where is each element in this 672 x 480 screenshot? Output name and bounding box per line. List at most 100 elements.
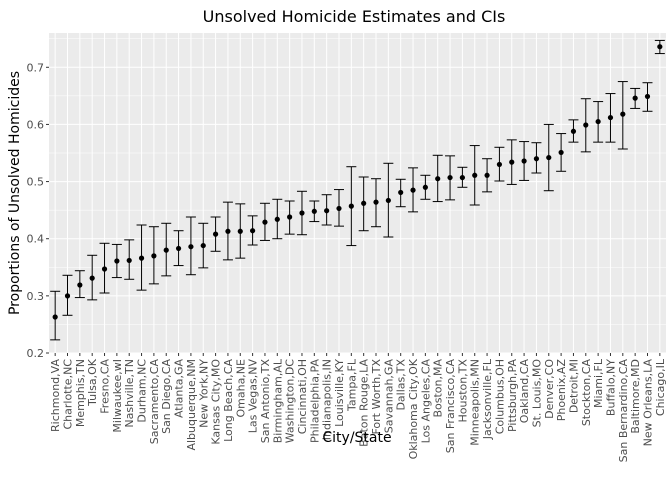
estimate-point — [385, 197, 391, 204]
y-tick-label: 0.7 — [27, 61, 45, 74]
x-tick-label: San Diego,CA — [160, 359, 173, 434]
estimate-point — [324, 208, 330, 214]
x-tick-label: Las Vegas,NV — [247, 359, 260, 434]
estimate-point — [287, 214, 293, 220]
estimate-point — [509, 159, 515, 165]
estimate-point — [398, 189, 404, 196]
x-tick-label: San Antonio,TX — [259, 359, 272, 444]
y-tick-label: 0.5 — [27, 176, 45, 189]
x-tick-label: Houston,TX — [456, 359, 469, 423]
x-tick-label: Richmond,VA — [49, 359, 62, 432]
estimate-point — [632, 95, 638, 101]
y-tick-label: 0.3 — [27, 290, 45, 303]
estimate-point — [410, 187, 416, 193]
x-tick-label: Denver,CO — [543, 359, 556, 419]
x-tick-label: Atlanta,GA — [173, 359, 186, 418]
x-tick-label: Washington,DC — [284, 359, 297, 444]
estimate-point — [546, 154, 552, 161]
estimate-point — [89, 275, 95, 281]
estimate-point — [348, 203, 354, 209]
x-tick-label: Oklahoma City,OK — [407, 358, 420, 459]
estimate-point — [188, 244, 194, 250]
x-tick-label: Jacksonville,FL — [481, 358, 494, 440]
plot-panel — [49, 33, 666, 353]
x-tick-label: Stockton,CA — [580, 359, 593, 427]
x-axis: Richmond,VA Charlotte,NC Memphis,TN Tulsa,O… — [49, 353, 667, 462]
x-tick-label: Pittsburgh,PA — [506, 359, 519, 432]
major-gridlines — [49, 33, 666, 354]
x-tick-label: Sacramento,CA — [148, 359, 161, 445]
estimate-point — [237, 228, 243, 234]
x-tick-label: Tampa,FL — [345, 358, 358, 412]
estimate-point — [336, 205, 342, 212]
x-tick-label: Baton Rouge,LA — [358, 359, 371, 447]
x-tick-label: Baltimore,MD — [629, 359, 642, 434]
x-tick-label: Long Beach,CA — [222, 359, 235, 442]
y-axis: 0.2 0.3 0.4 0.5 0.6 0.7 — [27, 61, 49, 360]
estimate-point — [114, 258, 120, 264]
estimate-point — [447, 174, 453, 181]
x-tick-label: Memphis,TN — [74, 359, 87, 427]
x-tick-label: Durham,NC — [136, 359, 149, 423]
x-tick-label: New York,NY — [197, 359, 210, 428]
y-tick-label: 0.2 — [27, 347, 45, 360]
estimate-point — [607, 114, 614, 121]
x-tick-label: Fresno,CA — [99, 359, 112, 414]
x-tick-label: Miami,FL — [592, 358, 605, 408]
y-tick-label: 0.6 — [27, 118, 45, 131]
x-tick-label: Columbus,OH — [493, 359, 506, 434]
x-tick-label: New Orleans,LA — [641, 359, 654, 447]
estimate-points — [52, 44, 663, 320]
estimate-point — [620, 111, 626, 117]
chart-title: Unsolved Homicide Estimates and CIs — [203, 7, 506, 26]
estimate-point — [361, 200, 367, 206]
estimate-point — [583, 122, 589, 128]
x-tick-label: Charlotte,NC — [62, 359, 75, 430]
estimate-point — [151, 253, 157, 259]
estimate-point — [533, 156, 540, 162]
x-tick-label: Omaha,NE — [234, 359, 247, 418]
x-tick-label: Birmingham,AL — [271, 358, 284, 443]
estimate-point — [77, 282, 83, 288]
y-tick-label: 0.4 — [27, 233, 45, 246]
x-axis-title: City/State — [322, 430, 391, 446]
x-tick-label: Savannah,GA — [382, 359, 395, 434]
estimate-point — [373, 199, 379, 205]
x-tick-label: Albuquerque,NM — [185, 359, 198, 451]
estimate-point — [212, 231, 219, 237]
x-tick-label: Chicago,IL — [654, 358, 667, 416]
estimate-point — [644, 93, 651, 100]
estimate-point — [52, 314, 58, 320]
estimate-point — [274, 216, 280, 222]
x-tick-label: Cincinnati,OH — [296, 359, 309, 434]
estimate-point — [163, 247, 169, 253]
estimate-point — [472, 172, 478, 178]
estimate-point — [521, 158, 527, 164]
estimate-point — [262, 219, 268, 225]
x-tick-label: Oakland,CA — [518, 359, 531, 424]
estimate-point — [138, 255, 145, 261]
x-tick-label: Kansas City,MO — [210, 359, 223, 445]
x-tick-label: Dallas,TX — [395, 359, 408, 411]
y-axis-title: Proportions of Unsolved Homicides — [7, 71, 23, 315]
x-tick-label: St. Louis,MO — [530, 359, 543, 428]
estimate-point — [299, 210, 305, 216]
estimate-point — [558, 149, 564, 156]
x-tick-label: Louisville,KY — [333, 359, 346, 427]
estimate-point — [101, 266, 108, 272]
estimate-point — [657, 44, 663, 50]
estimate-point — [484, 172, 490, 178]
x-tick-label: Los Angeles,CA — [419, 359, 432, 444]
x-tick-label: Philadelphia,PA — [308, 359, 321, 443]
estimate-point — [250, 228, 256, 234]
estimate-point — [435, 176, 441, 182]
x-tick-label: Fort Worth,TX — [370, 359, 383, 435]
estimate-point — [126, 257, 132, 264]
x-tick-label: Minneapolis,MN — [469, 359, 482, 446]
estimate-point — [311, 208, 317, 214]
estimate-point — [459, 174, 465, 181]
x-tick-label: San Francisco,CA — [444, 359, 457, 454]
estimate-point — [225, 228, 231, 234]
estimate-point — [422, 184, 428, 190]
